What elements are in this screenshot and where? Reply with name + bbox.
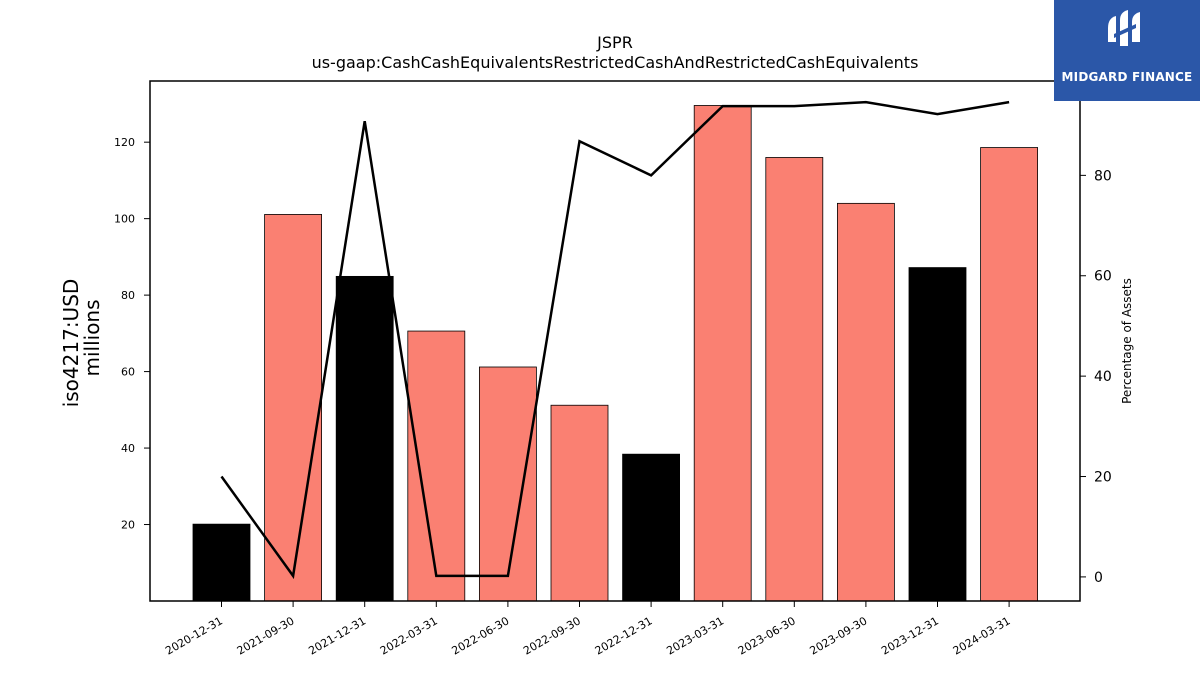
bar <box>837 202 895 602</box>
x-tick-label: 2023-06-30 <box>736 614 798 657</box>
y2-axis-label: Percentage of Assets <box>1120 278 1134 404</box>
x-tick-label: 2021-09-30 <box>235 614 297 657</box>
y2-axis: 0 20 40 60 80 <box>1080 168 1112 586</box>
x-tick-label: 2022-09-30 <box>521 614 583 657</box>
y2-tick-label: 0 <box>1094 570 1103 586</box>
y-tick-label: 40 <box>121 442 135 455</box>
y-tick-label: 80 <box>121 289 135 302</box>
x-tick-label: 2023-12-31 <box>879 614 941 657</box>
y-tick-label: 120 <box>114 136 135 149</box>
bar <box>980 147 1038 602</box>
bar <box>550 404 609 602</box>
logo-text: MIDGARD FINANCE <box>1061 70 1193 84</box>
y-tick-label: 100 <box>114 213 135 226</box>
bar <box>335 275 394 602</box>
y-axis-label: iso4217:USD <box>59 279 83 408</box>
y2-tick-label: 20 <box>1094 470 1112 486</box>
bar <box>622 453 680 602</box>
x-tick-label: 2023-03-31 <box>664 614 726 657</box>
brand-logo: MIDGARD FINANCE <box>1054 0 1200 101</box>
bar <box>693 105 752 602</box>
logo-mark-icon <box>1108 10 1140 46</box>
chart-subtitle: us-gaap:CashCashEquivalentsRestrictedCas… <box>312 53 919 72</box>
bar <box>478 366 537 602</box>
x-tick-label: 2023-09-30 <box>808 614 870 657</box>
x-tick-label: 2022-03-31 <box>378 614 440 657</box>
x-tick-label: 2024-03-31 <box>951 614 1013 657</box>
line-group <box>220 100 1010 580</box>
y2-tick-label: 60 <box>1094 269 1112 285</box>
x-tick-label: 2022-12-31 <box>593 614 655 657</box>
bar <box>264 214 323 602</box>
plot-frame <box>149 80 1081 602</box>
y-tick-label: 20 <box>121 519 135 532</box>
x-tick-label: 2021-12-31 <box>306 614 368 657</box>
y2-tick-label: 40 <box>1094 369 1112 385</box>
y-axis-unit-label: millions <box>80 299 104 376</box>
y-axis: 20 40 60 80 100 120 <box>114 136 150 532</box>
bar <box>407 330 466 602</box>
y-tick-label: 60 <box>121 366 135 379</box>
x-tick-label: 2022-06-30 <box>450 614 512 657</box>
bar <box>908 267 967 602</box>
bar <box>192 523 251 602</box>
y2-tick-label: 80 <box>1094 168 1112 184</box>
x-axis: 2020-12-31 2021-09-30 2021-12-31 2022-03-31… <box>163 601 1013 658</box>
x-tick-label: 2020-12-31 <box>163 614 225 657</box>
chart-title: JSPR <box>596 33 633 52</box>
percentage-line <box>220 100 1010 580</box>
bar-group <box>192 105 1038 602</box>
bar <box>765 157 824 602</box>
